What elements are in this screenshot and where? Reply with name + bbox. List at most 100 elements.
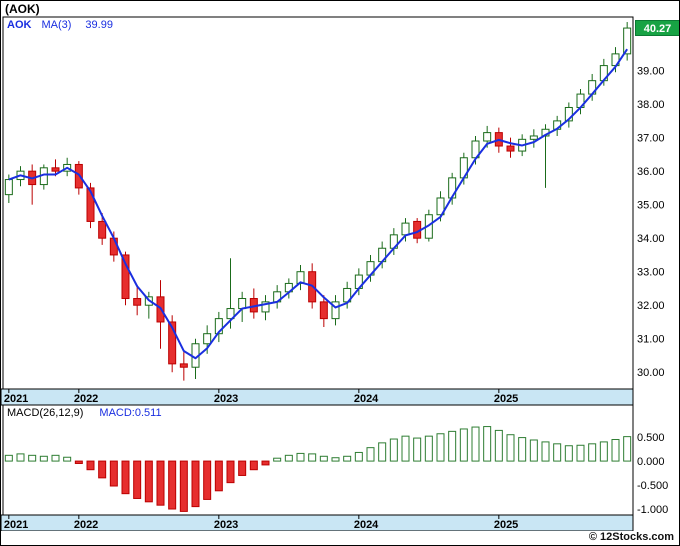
macd-bar bbox=[448, 430, 457, 462]
macd-panel-frame bbox=[2, 404, 634, 516]
price-panel-legend: AOK MA(3) 39.99 bbox=[7, 19, 113, 31]
ma-line bbox=[8, 48, 628, 360]
macd-bar bbox=[261, 460, 270, 466]
macd-bar bbox=[144, 460, 153, 503]
year-label: 2025 bbox=[494, 393, 518, 405]
year-label: 2022 bbox=[74, 393, 98, 405]
macd-tick-label: 0.000 bbox=[637, 456, 665, 468]
price-tick-label: 30.00 bbox=[637, 367, 665, 379]
candle-body bbox=[529, 135, 538, 140]
legend-ma-value: 39.99 bbox=[85, 19, 113, 31]
year-label: 2023 bbox=[214, 393, 238, 405]
macd-bar bbox=[191, 460, 200, 508]
macd-bar bbox=[401, 435, 410, 462]
macd-bar bbox=[121, 460, 130, 495]
macd-bar bbox=[623, 436, 632, 462]
candle-body bbox=[133, 298, 142, 306]
macd-bar bbox=[343, 455, 352, 462]
macd-bar bbox=[494, 429, 503, 462]
candle-body bbox=[436, 197, 445, 216]
macd-bar bbox=[284, 454, 293, 462]
macd-bar bbox=[611, 439, 620, 462]
price-tick-label: 31.00 bbox=[637, 334, 665, 346]
macd-bar bbox=[133, 460, 142, 499]
watermark-credit: © 12Stocks.com bbox=[588, 531, 674, 543]
price-tick-label: 38.00 bbox=[637, 99, 665, 111]
year-label: 2024 bbox=[354, 519, 379, 531]
macd-bar bbox=[483, 426, 492, 462]
year-label: 2024 bbox=[354, 393, 379, 405]
candle-body bbox=[179, 363, 188, 368]
macd-bar bbox=[541, 441, 550, 462]
macd-bar bbox=[28, 454, 37, 462]
candle-body bbox=[623, 27, 632, 55]
macd-bar bbox=[63, 456, 72, 462]
macd-bar bbox=[86, 460, 95, 471]
candle-body bbox=[203, 333, 212, 345]
macd-bar bbox=[576, 444, 585, 462]
macd-bar bbox=[51, 454, 60, 462]
candle-body bbox=[331, 301, 340, 320]
year-label: 2023 bbox=[214, 519, 238, 531]
macd-bar bbox=[389, 438, 398, 462]
macd-bar bbox=[74, 460, 83, 464]
macd-bar bbox=[4, 454, 13, 462]
macd-bar bbox=[378, 442, 387, 462]
candle-body bbox=[238, 298, 247, 310]
macd-bar bbox=[354, 451, 363, 462]
candle-body bbox=[401, 222, 410, 236]
macd-bar bbox=[98, 460, 107, 479]
price-tick-label: 35.00 bbox=[637, 200, 665, 212]
macd-bar bbox=[588, 443, 597, 462]
macd-bar bbox=[214, 460, 223, 492]
candle-body bbox=[51, 167, 60, 172]
macd-bar bbox=[249, 460, 258, 471]
price-tick-label: 33.00 bbox=[637, 267, 665, 279]
macd-bar bbox=[296, 452, 305, 462]
macd-bar bbox=[156, 460, 165, 506]
macd-bar bbox=[331, 457, 340, 462]
macd-bar bbox=[471, 426, 480, 462]
legend-symbol: AOK bbox=[7, 19, 32, 31]
candle-body bbox=[4, 179, 13, 196]
candle-body bbox=[168, 321, 177, 365]
macd-tick-label: -1.000 bbox=[637, 504, 668, 516]
macd-tick-label: -0.500 bbox=[637, 480, 668, 492]
macd-bar bbox=[413, 437, 422, 462]
macd-bar bbox=[424, 435, 433, 462]
year-label: 2022 bbox=[74, 519, 98, 531]
macd-bar bbox=[238, 460, 247, 476]
macd-bar bbox=[109, 460, 118, 487]
chart-canvas: 39.00 38.00 37.00 36.00 35.00 34.00 33.00 32.00… bbox=[1, 16, 668, 531]
macd-bar bbox=[599, 441, 608, 462]
year-label: 2021 bbox=[4, 519, 28, 531]
macd-bar bbox=[564, 445, 573, 462]
price-tick-label: 32.00 bbox=[637, 300, 665, 312]
macd-bar bbox=[553, 443, 562, 462]
macd-bar bbox=[518, 437, 527, 462]
macd-panel-legend: MACD(26,12,9) MACD:0.511 bbox=[7, 407, 162, 419]
macd-bar bbox=[203, 460, 212, 500]
candle-body bbox=[319, 301, 328, 320]
macd-bar bbox=[16, 453, 25, 462]
macd-bar bbox=[39, 455, 48, 462]
candle-body bbox=[98, 220, 107, 239]
x-axis-band-bottom bbox=[1, 514, 634, 531]
price-tick-label: 34.00 bbox=[637, 233, 665, 245]
macd-bar bbox=[226, 460, 235, 484]
candle-body bbox=[506, 145, 515, 152]
macd-tick-label: 0.500 bbox=[637, 432, 665, 444]
price-tick-label: 36.00 bbox=[637, 166, 665, 178]
macd-params-label: MACD(26,12,9) bbox=[7, 407, 84, 419]
macd-bar bbox=[273, 457, 282, 462]
year-label: 2021 bbox=[4, 393, 28, 405]
macd-value-label: MACD:0.511 bbox=[99, 407, 162, 419]
candle-body bbox=[483, 132, 492, 142]
macd-bar bbox=[179, 460, 188, 512]
candle-body bbox=[564, 106, 573, 122]
candle-body bbox=[121, 254, 130, 300]
price-tick-label: 39.00 bbox=[637, 66, 665, 78]
macd-bar bbox=[459, 428, 468, 462]
macd-bar bbox=[529, 439, 538, 462]
